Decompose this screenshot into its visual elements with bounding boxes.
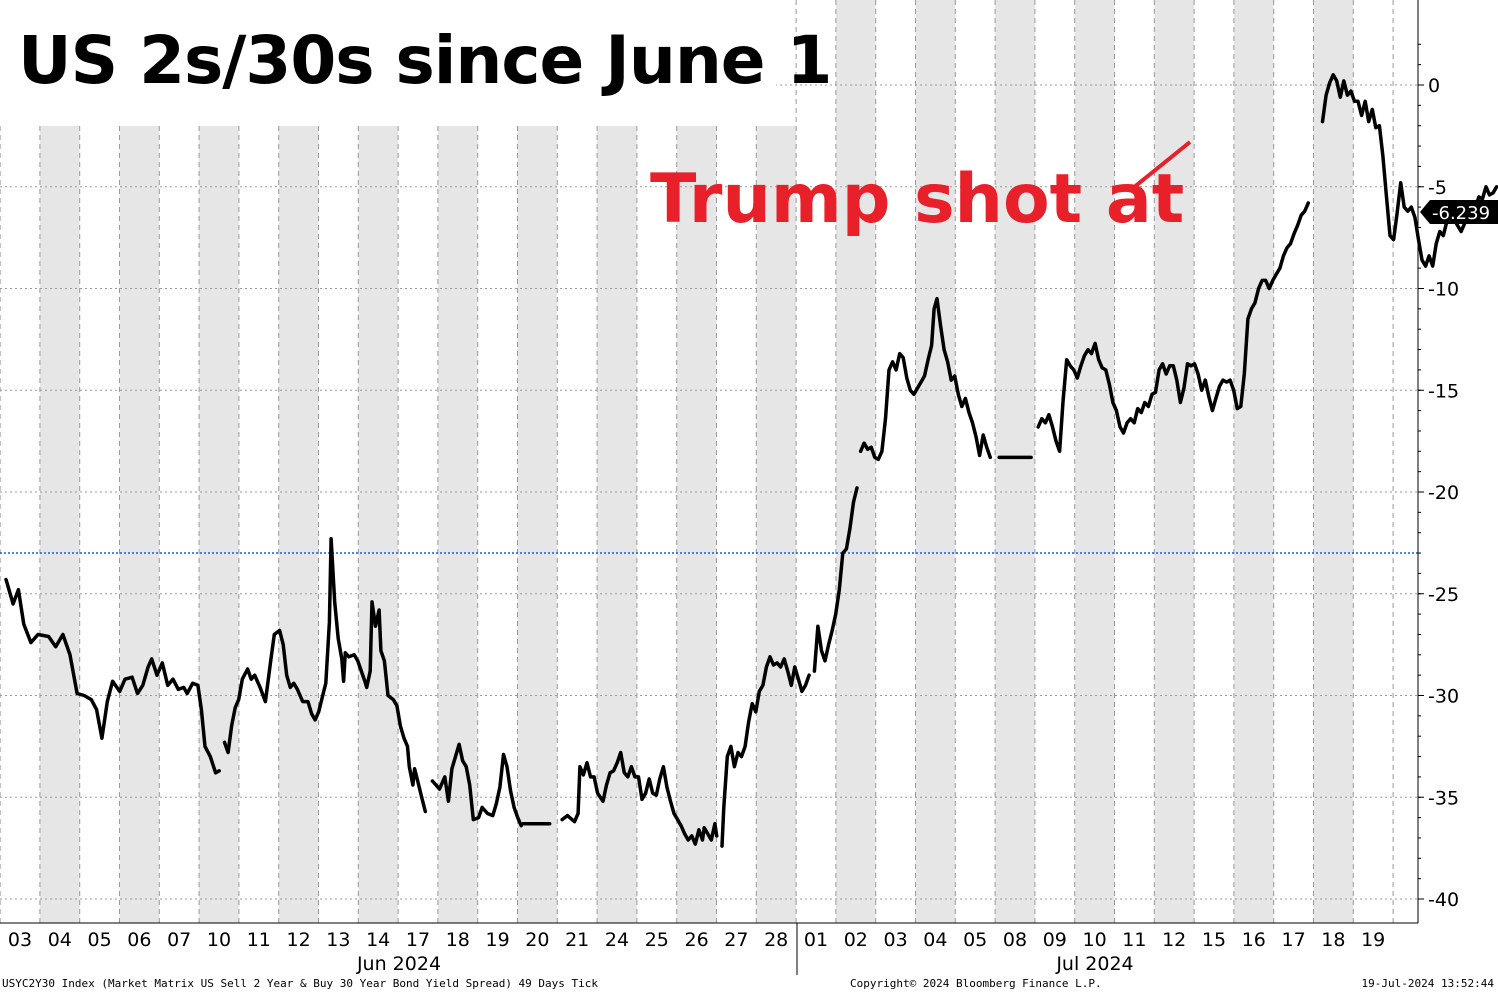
x-tick-label: 10 [207, 929, 231, 951]
x-tick-label: 03 [8, 929, 32, 951]
annotation-text: Trump shot at [650, 160, 1185, 239]
x-tick-label: 19 [486, 929, 510, 951]
footer-copyright: Copyright© 2024 Bloomberg Finance L.P. [850, 977, 1102, 990]
x-tick-label: 18 [1321, 929, 1345, 951]
footer-timestamp: 19-Jul-2024 13:52:44 [1361, 977, 1494, 990]
x-tick-label: 17 [406, 929, 430, 951]
x-tick-label: 15 [1202, 929, 1226, 951]
x-tick-labels: 03 04 05 06 07 10 11 12 13 14 17 18 19 20 21 24 25 26 27 28… [8, 929, 1385, 951]
shaded-band [995, 0, 1035, 923]
series-line-segment [720, 655, 811, 848]
shaded-band [517, 126, 558, 923]
shaded-band [358, 126, 399, 923]
x-tick-label: 12 [1162, 929, 1186, 951]
x-tick-label: 11 [247, 929, 271, 951]
shaded-band [199, 126, 239, 923]
last-value-label: -6.239 [1420, 199, 1498, 224]
x-tick-label: 26 [685, 929, 709, 951]
shaded-band [915, 0, 956, 923]
x-tick-label: 02 [844, 929, 868, 951]
shaded-band [1313, 0, 1354, 923]
series-line-segment [1036, 201, 1311, 454]
x-tick-label: 01 [804, 929, 828, 951]
x-tick-label: 05 [88, 929, 112, 951]
shaded-band [119, 126, 160, 923]
last-value-text: -6.239 [1432, 203, 1490, 224]
y-tick-label: -40 [1428, 889, 1459, 911]
y-tick-label: -20 [1428, 482, 1459, 504]
x-tick-label: 14 [366, 929, 390, 951]
y-tick-label: -35 [1428, 787, 1459, 809]
y-tick-label: -15 [1428, 380, 1459, 402]
y-tick-label: -30 [1428, 686, 1459, 708]
series-line-segment [222, 537, 428, 814]
x-tick-label: 04 [923, 929, 947, 951]
x-tick-label: 16 [1242, 929, 1266, 951]
month-label: Jun 2024 [356, 953, 441, 975]
vertical-gridlines [0, 0, 1394, 923]
x-tick-label: 12 [287, 929, 311, 951]
shaded-band [676, 126, 717, 923]
shaded-band [1154, 0, 1195, 923]
x-tick-label: 09 [1043, 929, 1067, 951]
series-line-segment [858, 296, 993, 462]
x-tick-label: 19 [1361, 929, 1385, 951]
month-label: Jul 2024 [1055, 953, 1133, 975]
footer-source: USYC2Y30 Index (Market Matrix US Sell 2 … [2, 977, 599, 990]
x-tick-label: 05 [963, 929, 987, 951]
y-tick-label: -10 [1428, 279, 1459, 301]
shaded-day-bands [39, 0, 1354, 923]
y-tick-label: -5 [1428, 177, 1447, 199]
y-tick-label: -25 [1428, 584, 1459, 606]
x-tick-label: 28 [764, 929, 788, 951]
y-tick-labels: 0 -5 -10 -15 -20 -25 -30 -35 -40 [1418, 43, 1459, 911]
shaded-band [756, 126, 797, 923]
shaded-band [835, 0, 876, 923]
series-line-segment [4, 577, 221, 775]
x-tick-label: 25 [645, 929, 669, 951]
x-tick-label: 27 [724, 929, 748, 951]
shaded-band [39, 126, 80, 923]
series-line-segment [430, 742, 523, 828]
series-line [4, 73, 1498, 848]
y-tick-label: 0 [1428, 75, 1440, 97]
x-tick-label: 06 [127, 929, 151, 951]
x-tick-label: 17 [1282, 929, 1306, 951]
x-tick-label: 03 [884, 929, 908, 951]
x-tick-label: 07 [167, 929, 191, 951]
x-tick-label: 18 [446, 929, 470, 951]
axes [0, 0, 1419, 975]
x-tick-label: 20 [525, 929, 549, 951]
shaded-band [1074, 0, 1115, 923]
chart-title: US 2s/30s since June 1 [18, 22, 832, 99]
month-labels: Jun 2024 Jul 2024 [356, 953, 1134, 975]
x-tick-label: 13 [326, 929, 350, 951]
series-line-segment [812, 486, 859, 673]
title-box: US 2s/30s since June 1 [0, 0, 832, 122]
x-tick-label: 08 [1003, 929, 1027, 951]
x-tick-label: 21 [565, 929, 589, 951]
shaded-band [597, 126, 637, 923]
x-tick-label: 24 [605, 929, 629, 951]
annotation-arrow [1131, 140, 1192, 190]
series-line-segment [560, 750, 719, 846]
x-tick-label: 11 [1122, 929, 1146, 951]
x-tick-label: 10 [1083, 929, 1107, 951]
x-tick-label: 04 [48, 929, 72, 951]
shaded-band [1233, 0, 1274, 923]
shaded-band [278, 126, 319, 923]
